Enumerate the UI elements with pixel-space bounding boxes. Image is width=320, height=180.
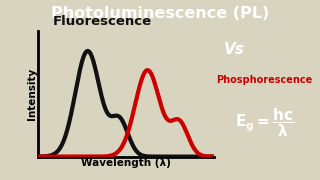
- Text: Fluorescence: Fluorescence: [52, 15, 152, 28]
- Text: Photoluminescence (PL): Photoluminescence (PL): [51, 6, 269, 21]
- Text: Phosphorescence: Phosphorescence: [216, 75, 312, 85]
- Text: Vs: Vs: [224, 42, 245, 57]
- X-axis label: Wavelength (λ): Wavelength (λ): [82, 158, 171, 168]
- Y-axis label: Intensity: Intensity: [27, 68, 37, 120]
- Text: $\mathbf{E_g = \dfrac{hc}{\lambda}}$: $\mathbf{E_g = \dfrac{hc}{\lambda}}$: [235, 106, 294, 139]
